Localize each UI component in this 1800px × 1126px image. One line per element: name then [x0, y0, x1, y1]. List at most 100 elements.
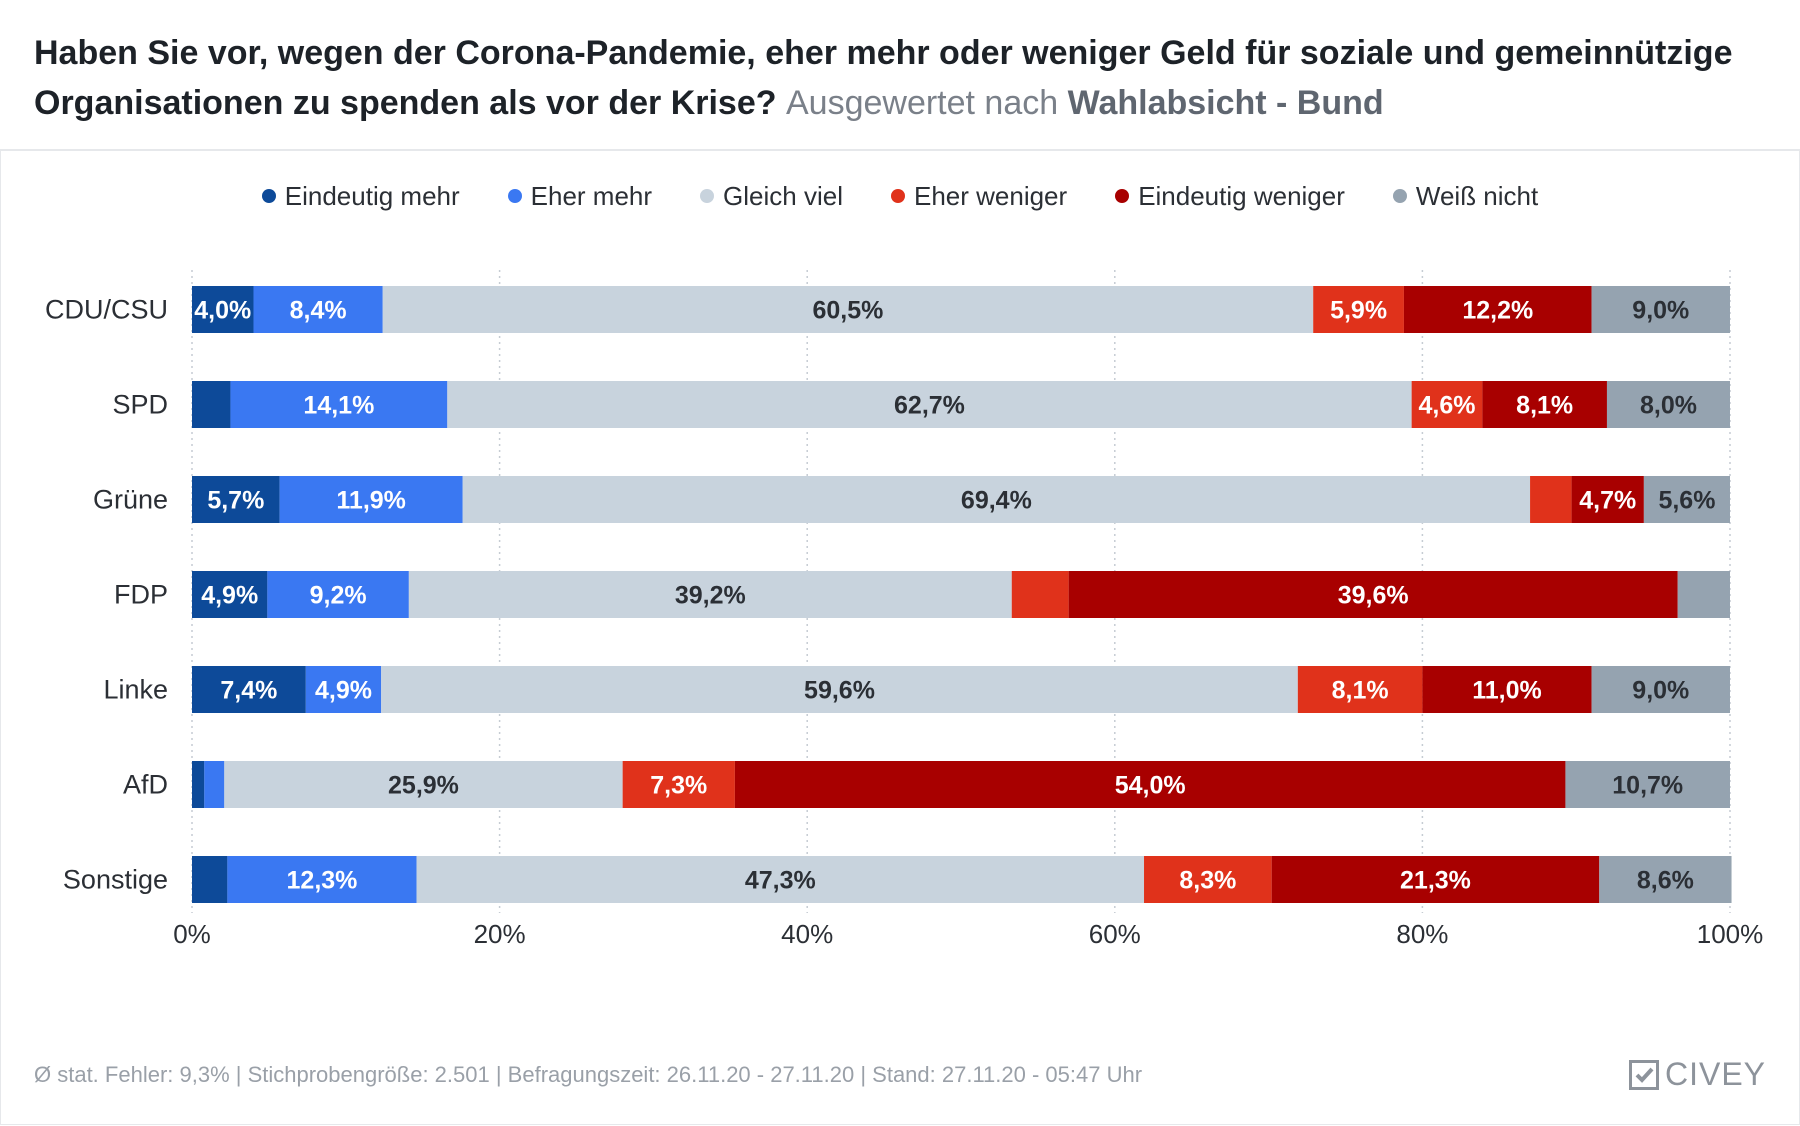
bar-segment [192, 666, 306, 713]
chart-title: Haben Sie vor, wegen der Corona-Pandemie… [34, 28, 1764, 128]
category-label: Sonstige [63, 865, 168, 895]
data-label: 47,3% [745, 867, 816, 895]
bar-segment [622, 761, 735, 808]
legend-item[interactable]: Weiß nicht [1392, 176, 1539, 216]
data-label: 5,7% [207, 487, 264, 515]
data-label: 21,3% [1400, 867, 1471, 895]
x-tick-label: 40% [781, 919, 833, 949]
bar-segment [1422, 666, 1592, 713]
footer-info: Ø stat. Fehler: 9,3% | Stichprobengröße:… [34, 1062, 1143, 1087]
legend-swatch [507, 189, 522, 203]
bar-segment [305, 666, 382, 713]
civey-logo: CIVEY [1628, 1056, 1766, 1093]
legend-swatch [1115, 189, 1130, 203]
bar-segment [192, 571, 268, 618]
bar-segment [1571, 476, 1644, 523]
bar-segment [1530, 476, 1572, 523]
category-label: AfD [123, 770, 168, 800]
data-label: 7,3% [650, 772, 707, 800]
data-label: 9,2% [310, 582, 367, 610]
legend-swatch [890, 189, 905, 203]
category-label: Linke [103, 675, 168, 705]
bar-segment [230, 381, 448, 428]
data-label: 11,9% [336, 487, 406, 515]
category-label: FDP [114, 580, 168, 610]
legend-swatch [700, 189, 715, 203]
legend-swatch [261, 189, 276, 203]
bar-segment [408, 571, 1012, 618]
bar-segment [192, 476, 280, 523]
bar-segment [204, 761, 225, 808]
data-label: 39,6% [1338, 582, 1409, 610]
chart-legend: Eindeutig mehr Eher mehr Gleich viel Eher w… [0, 176, 1800, 216]
data-label: 4,0% [194, 297, 251, 325]
data-label: 4,9% [201, 582, 258, 610]
bar-segment [253, 286, 383, 333]
data-label: 8,3% [1179, 867, 1236, 895]
bar-segment [192, 381, 231, 428]
data-label: 25,9% [388, 772, 459, 800]
data-label: 39,2% [675, 582, 746, 610]
legend-label: Gleich viel [723, 180, 843, 211]
bar-segment [1606, 381, 1730, 428]
legend-item[interactable]: Eindeutig weniger [1115, 176, 1345, 216]
legend-label: Eher mehr [530, 180, 653, 211]
legend-item[interactable]: Eher mehr [507, 176, 653, 216]
data-label: 14,1% [303, 392, 374, 420]
bar-segment [192, 761, 205, 808]
data-label: 54,0% [1115, 772, 1186, 800]
legend-label: Eindeutig mehr [284, 180, 460, 211]
bar-segment [1599, 856, 1732, 903]
bar-segment [192, 286, 254, 333]
data-label: 5,9% [1330, 297, 1387, 325]
legend-item[interactable]: Gleich viel [700, 176, 843, 216]
data-label: 8,1% [1332, 677, 1389, 705]
bar-segment [1271, 856, 1600, 903]
data-label: 8,4% [290, 297, 347, 325]
bar-segment [1677, 571, 1730, 618]
category-label: SPD [112, 390, 168, 420]
subtitle-prefix: Ausgewertet nach [785, 84, 1059, 122]
bar-segment [382, 286, 1314, 333]
bar-segment [381, 666, 1298, 713]
bar-segment [462, 476, 1531, 523]
data-label: 8,0% [1640, 392, 1697, 420]
data-label: 9,0% [1632, 677, 1689, 705]
bar-segment [1643, 476, 1730, 523]
legend-item[interactable]: Eindeutig mehr [261, 176, 460, 216]
data-label: 7,4% [220, 677, 277, 705]
x-tick-label: 0% [173, 919, 211, 949]
data-label: 8,1% [1516, 392, 1573, 420]
data-label: 12,3% [287, 867, 358, 895]
data-label: 62,7% [894, 392, 965, 420]
bar-segment [1011, 571, 1069, 618]
bar-segment [192, 856, 228, 903]
bar-segment [267, 571, 409, 618]
bar-segment [1297, 666, 1423, 713]
bar-segment [1482, 381, 1607, 428]
stacked-bar-chart: 0% 20% 40% 60% 80% 100% CDU/CSU 4,0% 8,4% 60,5% 5,… [45, 270, 1764, 949]
legend-label: Weiß nicht [1415, 180, 1539, 211]
bar-segment [224, 761, 623, 808]
legend-item[interactable]: Eher weniger [890, 176, 1068, 216]
legend-label: Eindeutig weniger [1138, 180, 1345, 211]
legend-label: Eher weniger [913, 180, 1068, 211]
category-label: Grüne [93, 485, 168, 515]
civey-logo-icon [1628, 1059, 1659, 1090]
category-label: CDU/CSU [45, 295, 168, 325]
bar-segment [279, 476, 463, 523]
logo-text: CIVEY [1664, 1056, 1766, 1092]
bar-segment [447, 381, 1412, 428]
x-tick-label: 100% [1697, 919, 1764, 949]
data-label: 4,9% [315, 677, 372, 705]
legend-swatch [1392, 189, 1407, 203]
bar-segment [1411, 381, 1483, 428]
data-label: 9,0% [1632, 297, 1689, 325]
bar-segment [1403, 286, 1592, 333]
bar-segment [1313, 286, 1404, 333]
bar-segment [1565, 761, 1730, 808]
data-label: 59,6% [804, 677, 875, 705]
bar-segment [734, 761, 1566, 808]
data-label: 4,7% [1579, 487, 1636, 515]
bar-segment [416, 856, 1145, 903]
